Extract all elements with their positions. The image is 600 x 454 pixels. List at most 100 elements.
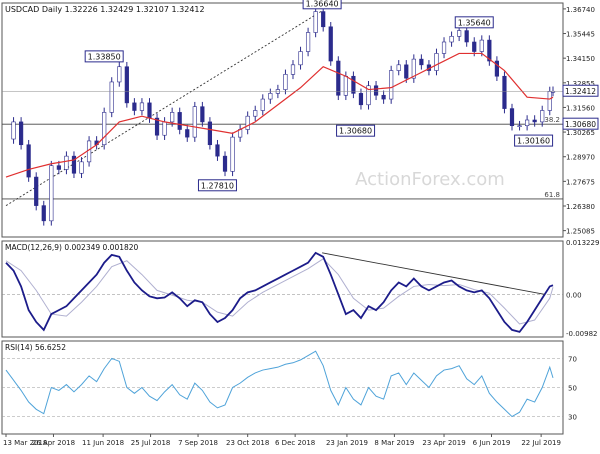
candle-body [170, 112, 175, 123]
price-y-tick-label: 1.30265 [566, 129, 595, 137]
candle-body [117, 66, 122, 83]
candle-body [154, 117, 160, 136]
price-y-tick-label: 1.34150 [566, 55, 595, 63]
candle-body [457, 30, 462, 37]
price-y-tick-label: 1.28970 [566, 154, 595, 162]
candle-body [373, 85, 379, 96]
candle-body [298, 51, 303, 66]
candle-body [321, 11, 326, 28]
current-price-label: 1.32412 [565, 87, 596, 96]
x-tick-label: 23 Apr 2019 [422, 439, 465, 447]
candle-body [419, 58, 424, 66]
support-price-label: 1.30680 [565, 120, 596, 129]
candle-body [358, 93, 364, 106]
x-tick-label: 11 Jun 2018 [82, 439, 124, 447]
price-y-tick-label: 1.31560 [566, 104, 595, 112]
candle-body [19, 121, 24, 146]
swing-label-text: 1.35640 [458, 18, 491, 27]
candle-body [449, 35, 454, 43]
candle-body [487, 39, 492, 62]
candle-body [305, 32, 311, 52]
candle-body [34, 176, 39, 206]
candle-body [260, 98, 265, 111]
candle-body [222, 155, 228, 172]
candle-body [502, 75, 507, 109]
candle-body [283, 74, 288, 90]
candle-body [290, 64, 296, 75]
swing-label-box [197, 179, 237, 192]
candle-body [509, 108, 515, 127]
x-tick-label: 25 Jul 2018 [131, 439, 171, 447]
candle-body [366, 85, 371, 106]
watermark: ActionForex.com [355, 169, 505, 190]
x-tick-label: 7 Sep 2018 [178, 439, 218, 447]
x-tick-label: 23 Oct 2018 [226, 439, 269, 447]
x-tick-label: 23 Jan 2019 [326, 439, 368, 447]
price-y-tick-label: 1.36740 [566, 6, 595, 14]
price-pane-frame [1, 2, 564, 238]
candle-body [494, 60, 499, 77]
x-tick-label: 13 Mar 2018 [3, 439, 47, 447]
x-tick-label: 22 Jul 2019 [521, 439, 561, 447]
candle-body [343, 75, 348, 96]
rsi-y-tick-label: 70 [568, 355, 577, 363]
candle-body [532, 119, 537, 123]
rsi-y-tick-label: 30 [568, 414, 577, 422]
candle-body [381, 94, 386, 100]
candle-body [207, 121, 213, 146]
x-tick-label: 26 Apr 2018 [32, 439, 75, 447]
macd-title: MACD(12,26,9) 0.002349 0.001820 [5, 243, 139, 252]
candle-body [525, 119, 530, 127]
candle-body [245, 115, 250, 130]
candle-body [215, 144, 220, 157]
macd-line [5, 251, 554, 333]
candle-body [268, 93, 273, 100]
candle-body [200, 106, 205, 123]
price-y-tick-label: 1.26380 [566, 203, 595, 211]
candle-body [79, 161, 84, 174]
candle-body [185, 129, 190, 138]
candle-body [64, 155, 69, 170]
candle-body [56, 165, 61, 170]
candle-body [102, 112, 107, 146]
candle-body [389, 70, 394, 100]
fib-level-label: 61.8 [544, 191, 560, 199]
price-y-tick-label: 1.25085 [566, 228, 595, 236]
candle-body [11, 121, 16, 140]
swing-label-box [336, 124, 376, 137]
price-y-tick-label: 1.32855 [566, 80, 595, 88]
swing-label-text: 1.33850 [88, 52, 121, 61]
rsi-y-tick-label: 50 [568, 385, 577, 393]
x-tick-label: 8 Mar 2019 [374, 439, 414, 447]
swing-label-box [84, 50, 124, 63]
candle-body [396, 64, 401, 71]
candle-body [139, 102, 145, 111]
candle-body [132, 102, 137, 111]
price-title: USDCAD Daily 1.32226 1.32429 1.32107 1.3… [5, 5, 205, 14]
candle-body [147, 102, 152, 119]
swing-label-text: 1.27810 [201, 181, 234, 190]
candle-body [517, 125, 522, 128]
candle-body [26, 144, 31, 178]
macd-trendline [322, 252, 545, 295]
macd-y-tick-label: 0.013229 [566, 239, 599, 247]
macd-y-tick-label: -0.00982 [566, 330, 597, 338]
candle-body [472, 41, 477, 52]
macd-y-tick-label: 0.00 [566, 291, 582, 299]
swing-label-text: 1.30680 [339, 127, 372, 136]
macd-signal-line [5, 258, 554, 325]
candle-body [336, 60, 341, 96]
price-moving-average [5, 52, 554, 178]
swing-label-box [454, 16, 494, 29]
fib-level-label: 38.2 [544, 116, 560, 124]
x-tick-label: 6 Jun 2019 [473, 439, 511, 447]
candle-body [230, 136, 235, 172]
candle-body [192, 106, 197, 138]
candle-body [86, 140, 92, 163]
candle-body [411, 58, 416, 79]
candle-body [464, 30, 469, 43]
candle-body [404, 64, 409, 79]
current-price-box [562, 84, 599, 97]
